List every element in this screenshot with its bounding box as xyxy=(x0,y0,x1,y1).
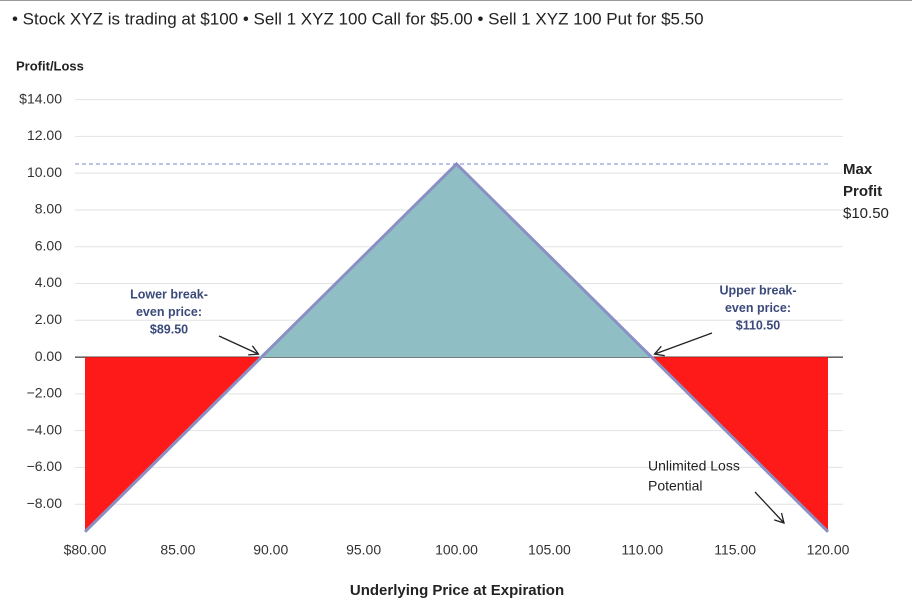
break-even-label: Upper break- xyxy=(719,283,796,297)
break-even-arrow xyxy=(653,332,713,357)
subtitle: • Stock XYZ is trading at $100 • Sell 1 … xyxy=(12,9,704,28)
y-tick-label: 6.00 xyxy=(35,237,62,253)
x-tick-label: 105.00 xyxy=(528,542,571,558)
loss-note: Potential xyxy=(648,478,702,494)
y-tick-label: 4.00 xyxy=(35,274,62,290)
loss-arrow xyxy=(754,491,785,524)
break-even-arrow xyxy=(218,335,260,356)
loss-note: Unlimited Loss xyxy=(648,458,740,474)
break-even-label: even price: xyxy=(136,305,202,319)
break-even-label: $110.50 xyxy=(736,318,781,332)
x-tick-label: 110.00 xyxy=(621,542,663,558)
x-tick-label: 90.00 xyxy=(253,542,288,558)
max-profit-value: $10.50 xyxy=(843,205,889,222)
y-tick-label: −4.00 xyxy=(27,421,63,437)
y-tick-label: 10.00 xyxy=(27,164,62,180)
y-axis-label: Profit/Loss xyxy=(16,58,84,73)
x-tick-label: $80.00 xyxy=(64,542,107,558)
break-even-label: even price: xyxy=(725,301,791,315)
y-tick-label: 12.00 xyxy=(27,127,62,143)
max-profit-label: Max xyxy=(843,161,873,178)
x-tick-label: 120.00 xyxy=(807,542,850,558)
y-tick-label: 8.00 xyxy=(35,201,62,217)
x-tick-label: 100.00 xyxy=(435,542,478,558)
x-tick-label: 85.00 xyxy=(160,542,195,558)
x-tick-label: 95.00 xyxy=(346,542,381,558)
y-tick-label: −6.00 xyxy=(27,458,63,474)
x-tick-label: 115.00 xyxy=(714,542,756,558)
break-even-label: $89.50 xyxy=(150,322,188,336)
y-tick-label: −2.00 xyxy=(27,385,63,401)
y-tick-label: −8.00 xyxy=(27,495,63,511)
y-tick-label: $14.00 xyxy=(19,90,62,106)
y-tick-label: 2.00 xyxy=(35,311,62,327)
y-tick-label: 0.00 xyxy=(35,348,62,364)
break-even-label: Lower break- xyxy=(130,287,208,301)
max-profit-label: Profit xyxy=(843,183,882,200)
x-axis-label: Underlying Price at Expiration xyxy=(350,582,564,599)
